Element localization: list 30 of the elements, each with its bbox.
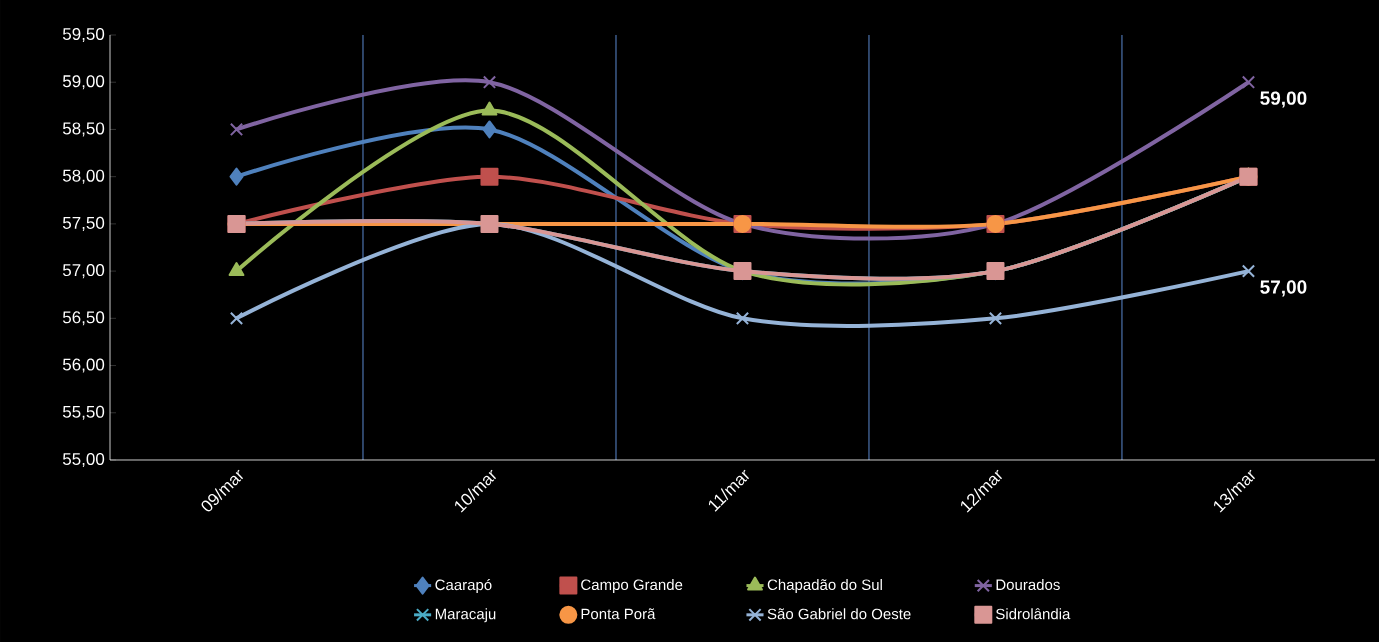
point — [480, 167, 499, 186]
y-tick-label: 59,50 — [62, 27, 105, 43]
y-tick-label: 55,00 — [62, 452, 105, 468]
y-tick-label: 55,50 — [62, 405, 105, 420]
point — [735, 311, 750, 325]
legend-label: São Gabriel do Oeste — [767, 608, 911, 620]
data-label: 57,00 — [1260, 280, 1307, 297]
point — [1241, 264, 1256, 278]
point — [229, 122, 244, 137]
y-tick-label: 59,00 — [62, 75, 105, 90]
data-label: 59,00 — [1260, 91, 1307, 108]
point — [988, 311, 1003, 325]
y-tick-label: 57,00 — [62, 264, 105, 279]
y-tick-label: 58,00 — [62, 169, 105, 184]
y-tick-label: 56,50 — [62, 311, 105, 326]
legend-label: Campo Grande — [581, 579, 683, 593]
point — [229, 311, 244, 325]
y-tick-label: 58,50 — [62, 122, 105, 137]
legend-label: Dourados — [996, 579, 1060, 591]
legend-label: Caarapó — [435, 578, 492, 594]
point — [229, 167, 244, 186]
point — [1241, 75, 1256, 89]
y-tick-label: 57,50 — [62, 216, 105, 231]
y-tick-label: 56,00 — [62, 358, 105, 373]
point — [482, 120, 497, 139]
legend-label: Maracaju — [435, 608, 496, 623]
legend-label: Chapadão do Sul — [767, 579, 882, 593]
legend-label: Sidrolândia — [996, 608, 1071, 620]
legend-label: Ponta Porã — [581, 608, 656, 620]
point — [482, 75, 497, 89]
